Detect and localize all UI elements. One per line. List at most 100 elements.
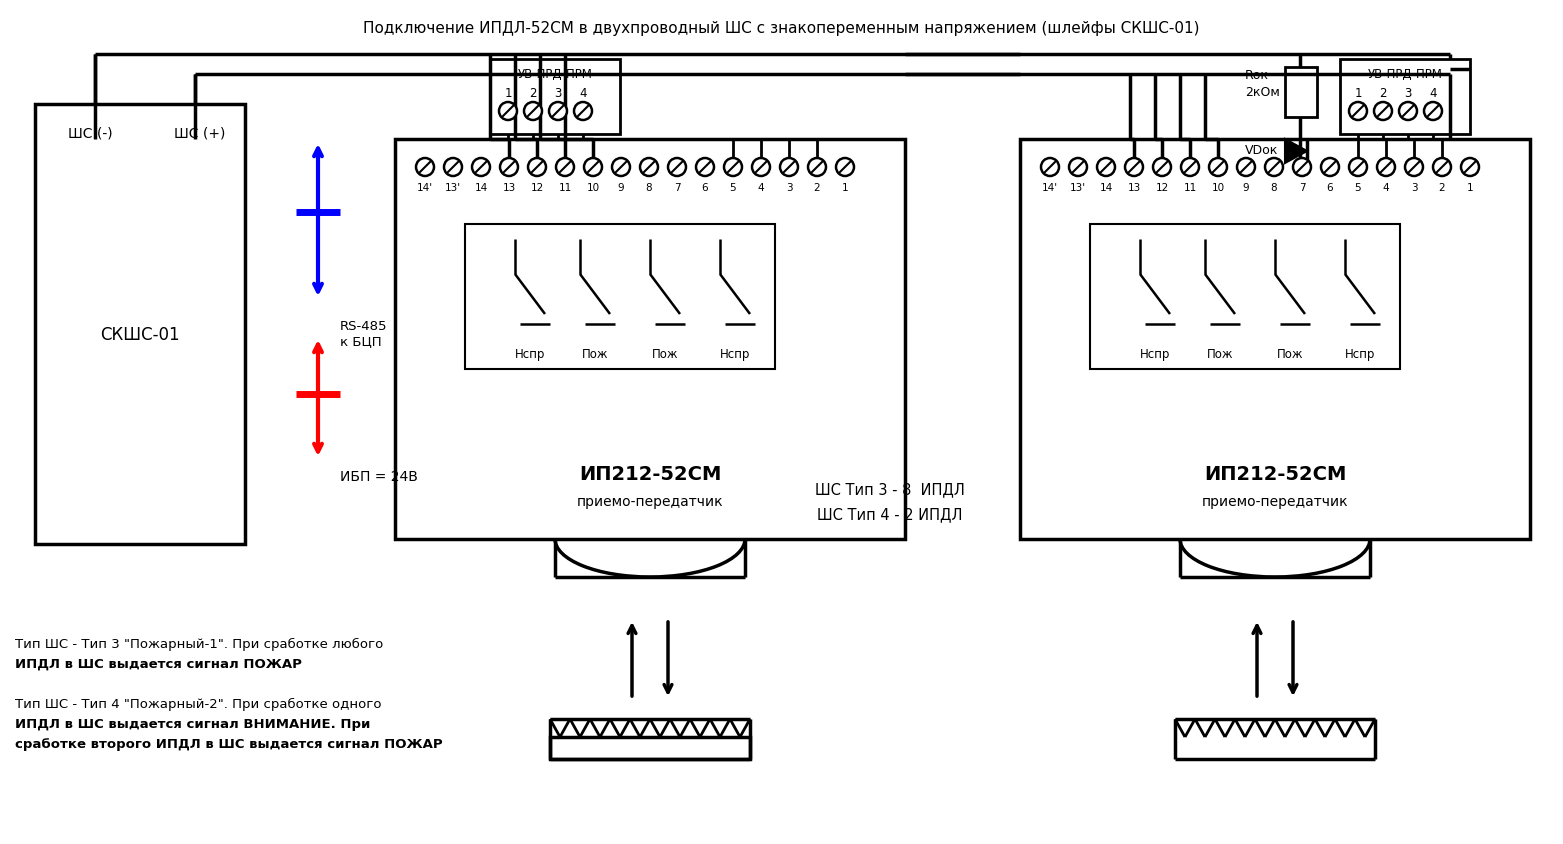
Text: 3: 3 [555,86,561,100]
Text: 2: 2 [1438,183,1446,192]
Text: 2: 2 [1379,86,1386,100]
Text: ШС (+): ШС (+) [175,126,225,140]
Text: Нспр: Нспр [514,347,545,360]
Text: 10: 10 [586,183,600,192]
Text: 13': 13' [1071,183,1086,192]
Text: Пож: Пож [652,347,678,360]
Text: Нспр: Нспр [1344,347,1375,360]
Text: ИБП = 24В: ИБП = 24В [341,469,417,484]
Circle shape [613,159,630,176]
Circle shape [1041,159,1060,176]
Text: 7: 7 [674,183,680,192]
Circle shape [1399,103,1418,121]
Circle shape [639,159,658,176]
Text: 2: 2 [530,86,536,100]
Text: 14: 14 [1099,183,1113,192]
Text: приемо-передатчик: приемо-передатчик [1202,495,1349,508]
Text: 7: 7 [1299,183,1305,192]
Text: Пож: Пож [581,347,608,360]
Text: 3: 3 [1404,86,1411,100]
Text: 1: 1 [505,86,511,100]
Bar [1021,140,1530,539]
Circle shape [1236,159,1255,176]
Text: Нспр: Нспр [1139,347,1171,360]
Text: 4: 4 [580,86,586,100]
Bar [550,737,750,759]
Circle shape [524,103,542,121]
Text: 2кОм: 2кОм [1246,85,1280,99]
Circle shape [472,159,489,176]
Circle shape [549,103,567,121]
Circle shape [500,159,517,176]
Text: ШС (-): ШС (-) [67,126,113,140]
Text: 6: 6 [1327,183,1333,192]
Bar [395,140,905,539]
Text: 11: 11 [558,183,572,192]
Circle shape [1433,159,1450,176]
Text: 4: 4 [1429,86,1436,100]
Circle shape [1349,103,1368,121]
Text: УВ-ПРД-ПРМ: УВ-ПРД-ПРМ [517,68,592,80]
Circle shape [1461,159,1479,176]
Bar [1089,225,1400,370]
Text: 1: 1 [1354,86,1361,100]
Circle shape [499,103,517,121]
Text: 12: 12 [1155,183,1169,192]
Text: 9: 9 [617,183,624,192]
Circle shape [836,159,853,176]
Circle shape [1125,159,1143,176]
Text: Нспр: Нспр [721,347,750,360]
Circle shape [416,159,435,176]
Circle shape [585,159,602,176]
Text: VDок: VDок [1246,143,1279,156]
Bar [1285,68,1318,118]
Circle shape [696,159,714,176]
Bar [489,60,621,135]
Circle shape [780,159,799,176]
Text: ИП212-52СМ: ИП212-52СМ [578,465,721,484]
Text: 14: 14 [475,183,488,192]
Text: 8: 8 [646,183,652,192]
Circle shape [724,159,742,176]
Circle shape [528,159,545,176]
Text: 13: 13 [502,183,516,192]
Circle shape [1349,159,1368,176]
Text: Тип ШС - Тип 4 "Пожарный-2". При сработке одного: Тип ШС - Тип 4 "Пожарный-2". При сработк… [16,697,381,711]
Bar [1339,60,1469,135]
Text: 4: 4 [758,183,764,192]
Text: Тип ШС - Тип 3 "Пожарный-1". При сработке любого: Тип ШС - Тип 3 "Пожарный-1". При сработк… [16,637,383,651]
Circle shape [1377,159,1396,176]
Text: 12: 12 [530,183,544,192]
Text: 14': 14' [417,183,433,192]
Text: 6: 6 [702,183,708,192]
Circle shape [1293,159,1311,176]
Text: 5: 5 [730,183,736,192]
Circle shape [1264,159,1283,176]
Text: 11: 11 [1183,183,1197,192]
Text: 13: 13 [1127,183,1141,192]
Text: 5: 5 [1355,183,1361,192]
Circle shape [1405,159,1422,176]
Text: 13': 13' [445,183,461,192]
Text: ШС Тип 3 - 8  ИПДЛ: ШС Тип 3 - 8 ИПДЛ [814,482,964,497]
Bar [466,225,775,370]
Circle shape [1321,159,1339,176]
Text: 1: 1 [842,183,849,192]
Circle shape [808,159,825,176]
Circle shape [667,159,686,176]
Circle shape [752,159,771,176]
Text: 8: 8 [1271,183,1277,192]
Circle shape [574,103,592,121]
Text: 4: 4 [1383,183,1390,192]
Text: приемо-передатчик: приемо-передатчик [577,495,724,508]
Text: СКШС-01: СКШС-01 [100,326,180,344]
Text: ИПДЛ в ШС выдается сигнал ВНИМАНИЕ. При: ИПДЛ в ШС выдается сигнал ВНИМАНИЕ. При [16,717,370,730]
Text: 1: 1 [1466,183,1474,192]
Text: УВ-ПРД-ПРМ: УВ-ПРД-ПРМ [1368,68,1443,80]
Bar [34,105,245,544]
Text: сработке второго ИПДЛ в ШС выдается сигнал ПОЖАР: сработке второго ИПДЛ в ШС выдается сигн… [16,737,442,750]
Text: Пож: Пож [1277,347,1304,360]
Circle shape [1182,159,1199,176]
Circle shape [1097,159,1114,176]
Circle shape [1153,159,1171,176]
